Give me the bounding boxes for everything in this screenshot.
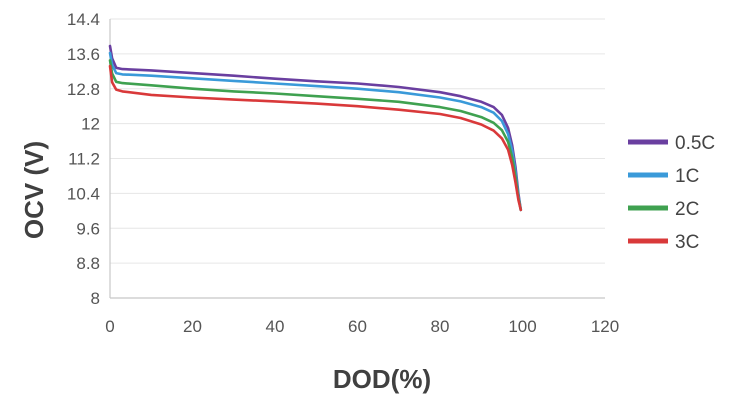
x-tick-label: 60: [348, 317, 367, 336]
y-tick-label: 14.4: [67, 10, 100, 29]
legend: 0.5C 1C 2C 3C: [628, 133, 715, 253]
y-tick-labels: 8 8.8 9.6 10.4 11.2 12 12.8 13.6 14.4: [67, 10, 100, 308]
series-line-0-5c: [108, 44, 523, 212]
legend-label: 0.5C: [675, 133, 715, 154]
y-tick-label: 9.6: [76, 219, 100, 238]
y-tick-label: 12: [81, 115, 100, 134]
y-tick-label: 8: [91, 289, 100, 308]
x-tick-label: 20: [183, 317, 202, 336]
legend-label: 1C: [675, 166, 699, 187]
gridlines: [110, 18, 605, 264]
x-tick-label: 100: [508, 317, 536, 336]
y-tick-label: 11.2: [68, 150, 100, 169]
y-axis-title: OCV (V): [19, 141, 49, 239]
legend-label: 2C: [675, 199, 699, 220]
x-tick-label: 0: [105, 317, 114, 336]
x-tick-label: 120: [591, 317, 619, 336]
y-tick-label: 8.8: [76, 254, 100, 273]
series-lines: [108, 44, 523, 212]
legend-label: 3C: [675, 232, 699, 253]
x-axis-title: DOD(%): [333, 364, 431, 394]
x-tick-label: 80: [431, 317, 450, 336]
y-tick-label: 12.8: [67, 80, 100, 99]
y-tick-label: 13.6: [67, 45, 100, 64]
series-line-1c: [108, 51, 523, 212]
y-tick-label: 10.4: [67, 184, 100, 203]
x-tick-labels: 0 20 40 60 80 100 120: [105, 317, 619, 336]
series-line-3c: [108, 64, 523, 212]
x-tick-label: 40: [266, 317, 285, 336]
series-line-2c: [108, 59, 523, 212]
